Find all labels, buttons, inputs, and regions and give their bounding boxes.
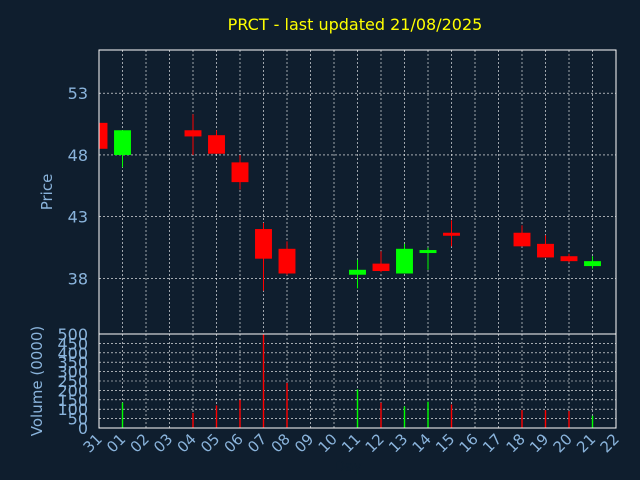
volume-tick-label: 350 (57, 353, 88, 372)
x-tick-label: 20 (550, 430, 576, 456)
volume-bar (286, 382, 288, 428)
volume-bar (427, 401, 429, 428)
x-tick-label: 11 (338, 430, 364, 456)
x-tick-label: 09 (291, 430, 317, 456)
x-tick-label: 17 (479, 430, 505, 456)
x-tick-label: 04 (174, 430, 200, 456)
candle-body (184, 130, 202, 137)
price-tick-label: 53 (68, 84, 88, 103)
volume-plot-frame (98, 333, 617, 429)
volume-bar (121, 402, 124, 428)
candle-body (443, 232, 460, 236)
volume-bar (450, 404, 453, 428)
price-y-ticks: 38 43 48 53 (68, 84, 88, 288)
volume-bar (521, 410, 523, 428)
volume-bar (568, 411, 570, 428)
price-axis-label: Price (38, 174, 56, 211)
volume-bar (544, 410, 547, 428)
x-tick-label: 22 (597, 430, 623, 456)
volume-bar (356, 389, 359, 428)
volume-tick-label: 150 (57, 391, 88, 410)
x-tick-label: 13 (385, 430, 411, 456)
price-tick-label: 48 (68, 146, 88, 165)
volume-bar (192, 412, 194, 428)
volume-bar (380, 402, 382, 428)
x-tick-label: 10 (315, 430, 341, 456)
volume-bar (215, 405, 218, 428)
volume-tick-label: 50 (68, 410, 88, 429)
candle-body (372, 263, 390, 272)
candle-body (396, 248, 413, 274)
candle-body (231, 162, 249, 183)
price-candles (98, 114, 601, 291)
candle-body (99, 122, 108, 149)
x-tick-labels: 3101020304050607080910111213141516171819… (80, 430, 623, 456)
x-tick-label: 01 (103, 430, 129, 456)
candle-body (584, 261, 601, 267)
x-tick-label: 19 (526, 430, 552, 456)
x-tick-label: 14 (409, 430, 435, 456)
candle-body (537, 243, 554, 258)
price-tick-label: 38 (68, 269, 88, 288)
volume-bars (121, 334, 594, 428)
price-grid (98, 50, 617, 334)
chart-title: PRCT - last updated 21/08/2025 (228, 15, 483, 34)
x-tick-label: 07 (244, 430, 270, 456)
volume-bar (591, 415, 594, 428)
x-tick-label: 12 (362, 430, 388, 456)
volume-tick-label: 400 (57, 344, 88, 363)
candle-body (278, 248, 296, 274)
volume-tick-label: 100 (57, 400, 88, 419)
candle-body (560, 256, 578, 262)
volume-tick-label: 200 (57, 381, 88, 400)
volume-axis-label: Volume (0000) (28, 326, 46, 436)
volume-tick-label: 300 (57, 363, 88, 382)
volume-bar (239, 399, 241, 428)
candle-body (208, 135, 225, 154)
candle-body (513, 232, 531, 247)
x-tick-label: 05 (197, 430, 223, 456)
x-tick-label: 02 (127, 430, 153, 456)
x-tick-label: 16 (456, 430, 482, 456)
volume-tick-label: 500 (57, 325, 88, 344)
volume-bar (262, 334, 265, 428)
price-tick-label: 43 (68, 208, 88, 227)
volume-tick-label: 450 (57, 334, 88, 353)
x-tick-label: 15 (432, 430, 458, 456)
x-tick-label: 06 (221, 430, 247, 456)
x-tick-label: 18 (503, 430, 529, 456)
x-axis-label: Day (334, 459, 362, 475)
x-tick-label: 21 (573, 430, 599, 456)
candle-body (114, 130, 131, 155)
volume-bar (403, 406, 406, 428)
x-tick-label: 03 (150, 430, 176, 456)
x-tick-label: 08 (268, 430, 294, 456)
candle-body (349, 269, 366, 275)
volume-tick-label: 0 (78, 419, 88, 438)
candle-body (255, 229, 272, 259)
volume-tick-label: 250 (57, 372, 88, 391)
candle-body (419, 250, 437, 254)
